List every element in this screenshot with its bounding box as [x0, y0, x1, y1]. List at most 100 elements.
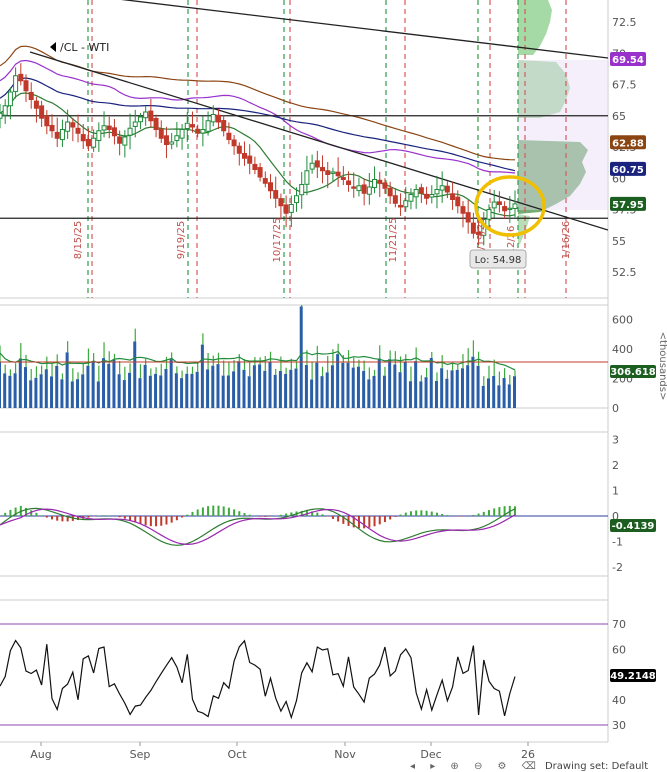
- macd-tick-label: 3: [612, 434, 619, 447]
- volume-bar: [404, 362, 407, 408]
- candle-body: [388, 188, 392, 195]
- macd-hist-bar: [9, 510, 11, 516]
- candle-body: [471, 223, 475, 233]
- volume-bar: [352, 368, 355, 408]
- macd-hist-bar: [337, 516, 339, 521]
- rsi-line: [0, 641, 515, 718]
- candle-body: [128, 128, 132, 135]
- volume-bar: [112, 360, 115, 408]
- price-tick-label: 52.5: [612, 266, 637, 279]
- candle-body: [175, 136, 179, 141]
- volume-bar: [128, 373, 131, 408]
- macd-hist-bar: [322, 514, 324, 516]
- candle-body: [24, 81, 28, 91]
- volume-bar: [164, 369, 167, 408]
- candle-body: [206, 121, 210, 132]
- horizontal-levels[interactable]: [0, 116, 608, 219]
- macd-hist-bar: [400, 515, 402, 516]
- candle-body: [508, 208, 512, 209]
- candle-body: [201, 130, 205, 134]
- candle-body: [497, 202, 501, 205]
- drawing-toolbar[interactable]: ◂ ▸ ⊕ ⊖ ⚙ ⌫ Drawing set: Default: [410, 761, 648, 771]
- volume-bar: [269, 362, 272, 408]
- volume-bar: [487, 378, 490, 408]
- candle-body: [310, 163, 314, 169]
- macd-tick-label: 1: [612, 485, 619, 498]
- volume-bar: [138, 378, 141, 408]
- candle-body: [451, 194, 455, 200]
- macd-hist-bar: [259, 516, 261, 517]
- volume-bar: [279, 371, 282, 408]
- macd-hist-bar: [498, 507, 500, 516]
- volume-bar: [211, 366, 214, 408]
- volume-bar: [300, 306, 303, 408]
- price-badge-text: 69.54: [612, 55, 644, 66]
- price-tick-label: 67.5: [612, 79, 637, 92]
- candle-body: [305, 171, 309, 185]
- macd-hist-bar: [87, 516, 89, 518]
- volume-bar: [154, 374, 157, 408]
- price-badge-text: 62.88: [612, 138, 644, 149]
- macd-hist-bar: [186, 515, 188, 516]
- volume-tick-label: 400: [612, 343, 633, 356]
- macd-hist-bar: [56, 516, 58, 521]
- macd-hist-bar: [124, 516, 126, 519]
- macd-hist-bar: [446, 515, 448, 516]
- macd-hist-bar: [243, 513, 245, 516]
- macd-hist-bar: [394, 516, 396, 517]
- candle-body: [14, 76, 18, 92]
- candle-body: [133, 122, 137, 126]
- volume-axis-label: <thousands>: [657, 332, 667, 401]
- macd-hist-bar: [332, 516, 334, 519]
- macd-hist-bar: [488, 510, 490, 516]
- macd-hist-bar: [478, 514, 480, 516]
- macd-hist-bar: [405, 513, 407, 516]
- price-badge-text: 57.95: [612, 200, 644, 211]
- candle-body: [34, 101, 38, 108]
- macd-hist-bar: [441, 514, 443, 516]
- candle-body: [289, 205, 293, 213]
- volume-bar: [451, 370, 454, 408]
- candle-body: [40, 106, 44, 118]
- time-tick-label: 26: [521, 748, 535, 761]
- candle-body: [159, 129, 163, 138]
- candle-body: [321, 168, 325, 171]
- macd-hist-bar: [280, 515, 282, 516]
- toolbar-icons[interactable]: ◂ ▸ ⊕ ⊖ ⚙ ⌫: [410, 761, 542, 772]
- price-badge-text: 60.75: [612, 165, 644, 176]
- volume-bar: [425, 377, 428, 408]
- volume-bar: [284, 374, 287, 408]
- moving-average-line: [0, 93, 515, 216]
- volume-bar: [149, 376, 152, 408]
- symbol-title-text: /CL - WTI: [60, 41, 109, 54]
- candle-body: [347, 181, 351, 185]
- candle-body: [50, 125, 54, 130]
- macd-hist-bar: [207, 506, 209, 516]
- candle-body: [284, 205, 288, 213]
- macd-hist-bar: [119, 516, 121, 517]
- candle-body: [378, 180, 382, 183]
- event-date-label: 9/19/25: [176, 221, 187, 260]
- event-date-label: 1/16/26: [561, 221, 572, 260]
- candle-body: [66, 122, 70, 131]
- candle-body: [227, 133, 231, 139]
- candle-body: [76, 128, 80, 133]
- macd-hist-bar: [368, 516, 370, 528]
- volume-bar: [232, 371, 235, 408]
- volume-bar: [242, 370, 245, 408]
- macd-hist-bar: [4, 513, 6, 516]
- moving-average-line: [0, 61, 515, 174]
- volume-bar: [86, 366, 89, 408]
- volume-bar: [435, 381, 438, 408]
- volume-bar: [331, 365, 334, 408]
- candle-body: [279, 199, 283, 206]
- volume-bar: [8, 376, 11, 408]
- volume-bar: [14, 373, 17, 408]
- candle-body: [112, 128, 116, 136]
- macd-hist-bar: [493, 508, 495, 516]
- candle-body: [404, 201, 408, 207]
- candle-body: [86, 139, 90, 145]
